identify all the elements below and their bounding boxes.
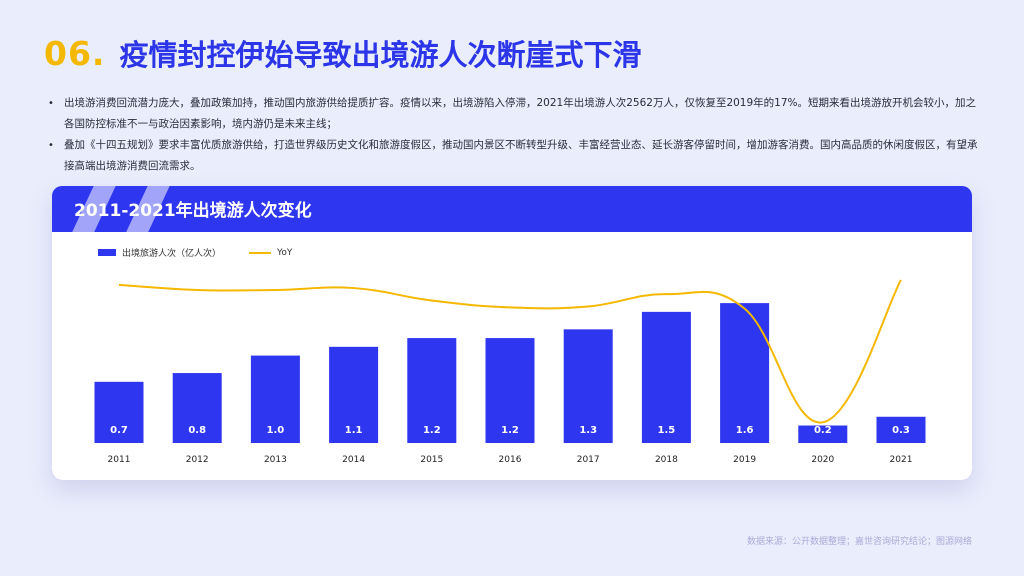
x-tick-label: 2015 (420, 455, 443, 465)
x-tick-label: 2014 (342, 455, 365, 465)
bar-2020 (798, 425, 848, 443)
bar-data-label: 0.7 (110, 425, 128, 436)
x-tick-label: 2017 (577, 455, 600, 465)
bar-2017 (563, 329, 613, 443)
legend-item-bars: 出境旅游人次（亿人次） (98, 246, 221, 259)
bar-data-label: 1.2 (501, 425, 519, 436)
bullet-list: • 出境游消费回流潜力庞大，叠加政策加持，推动国内旅游供给提质扩容。疫情以来，出… (44, 93, 984, 177)
legend-bar-swatch (98, 249, 116, 256)
legend-label-line: YoY (277, 247, 293, 258)
bar-data-label: 1.3 (579, 425, 597, 436)
x-tick-label: 2016 (499, 455, 522, 465)
title-text: 疫情封控伊始导致出境游人次断崖式下滑 (119, 38, 642, 72)
x-tick-label: 2013 (264, 455, 287, 465)
chart-title-box: 2011-2021年出境游人次变化 (52, 186, 352, 232)
bar-2016 (485, 338, 535, 443)
bar-data-label: 0.8 (188, 425, 206, 436)
chart-title: 2011-2021年出境游人次变化 (74, 201, 312, 221)
bar-data-label: 1.6 (736, 425, 754, 436)
bullet-text: 叠加《十四五规划》要求丰富优质旅游供给，打造世界级历史文化和旅游度假区，推动国内… (64, 139, 978, 172)
bar-data-label: 1.1 (345, 425, 363, 436)
x-tick-label: 2019 (733, 455, 756, 465)
bar-data-label: 0.2 (814, 425, 832, 436)
title-number: 06. (44, 33, 106, 73)
x-tick-label: 2021 (890, 455, 913, 465)
bar-2012 (172, 373, 222, 443)
bar-2013 (250, 355, 300, 443)
data-source-note: 数据来源：公开数据整理；嘉世咨询研究结论；图源网络 (746, 537, 972, 547)
bar-data-label: 1.2 (423, 425, 441, 436)
bar-data-label: 1.5 (658, 425, 676, 436)
x-tick-label: 2018 (655, 455, 678, 465)
bar-line-chart: 0.7 0.8 1.0 1.1 1.2 1.2 1.3 1.5 1.6 0.2 0.3 2011 201… (94, 279, 926, 465)
bar-data-label: 0.3 (892, 425, 910, 436)
bullet-dot-icon: • (48, 98, 54, 109)
bar-2018 (641, 311, 691, 443)
bullet-item: • 叠加《十四五规划》要求丰富优质旅游供给，打造世界级历史文化和旅游度假区，推动… (44, 135, 984, 177)
chart-area: 出境旅游人次（亿人次） YoY 0.7 0.8 1.0 1.1 1.2 1.2 1.3 1.5… (52, 232, 972, 480)
bar-2021 (876, 416, 926, 443)
x-tick-label: 2012 (186, 455, 209, 465)
legend-item-line: YoY (249, 248, 292, 258)
legend-line-swatch (249, 251, 272, 254)
bar-2019 (720, 303, 770, 443)
bar-2014 (329, 346, 379, 443)
chart-card: 2011-2021年出境游人次变化 出境旅游人次（亿人次） YoY 0.7 0.8… (52, 186, 972, 480)
bullet-item: • 出境游消费回流潜力庞大，叠加政策加持，推动国内旅游供给提质扩容。疫情以来，出… (44, 93, 984, 135)
chart-legend: 出境旅游人次（亿人次） YoY (98, 246, 320, 259)
bullet-dot-icon: • (48, 140, 54, 151)
bar-data-label: 1.0 (267, 425, 285, 436)
page-title: 06. 疫情封控伊始导致出境游人次断崖式下滑 (44, 28, 641, 78)
x-tick-label: 2020 (811, 455, 834, 465)
legend-label-bars: 出境旅游人次（亿人次） (122, 249, 222, 259)
x-tick-label: 2011 (108, 455, 131, 465)
yoy-line (118, 279, 902, 424)
bar-2015 (407, 338, 457, 443)
bullet-text: 出境游消费回流潜力庞大，叠加政策加持，推动国内旅游供给提质扩容。疫情以来，出境游… (64, 97, 976, 130)
bar-2011 (94, 381, 144, 443)
